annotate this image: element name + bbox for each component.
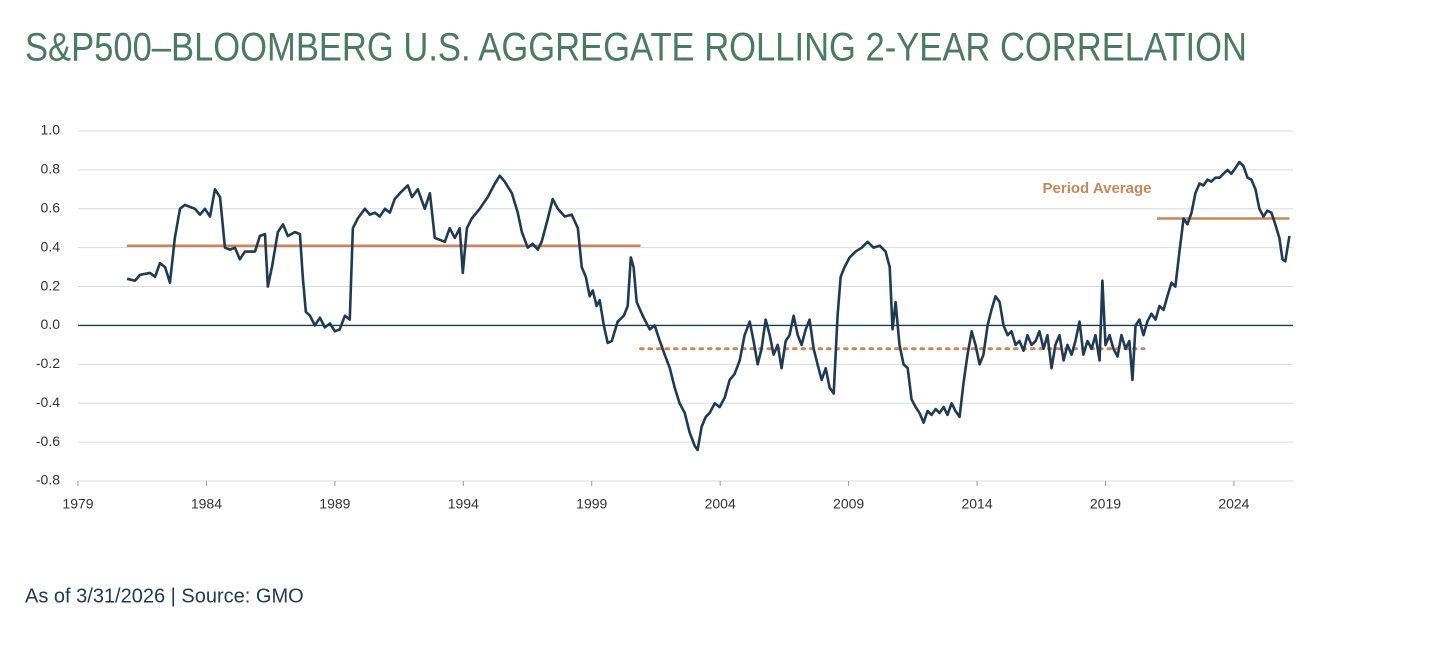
- x-tick-label: 1994: [448, 496, 479, 512]
- y-tick-label: -0.4: [36, 394, 60, 410]
- footnote: As of 3/31/2026 | Source: GMO: [25, 585, 304, 607]
- annotation: Period Average: [1043, 180, 1152, 197]
- y-tick-label: 0.2: [41, 277, 61, 293]
- x-tick-label: 1989: [319, 496, 350, 512]
- x-tick-label: 2014: [961, 496, 992, 512]
- y-tick-label: 1.0: [41, 122, 61, 138]
- y-tick-label: 0.4: [41, 238, 61, 254]
- x-tick-label: 1999: [576, 496, 607, 512]
- x-tick-label: 2024: [1218, 496, 1249, 512]
- y-tick-label: -0.8: [36, 472, 60, 488]
- y-tick-label: 0.6: [41, 199, 61, 215]
- x-tick-label: 2019: [1090, 496, 1121, 512]
- y-tick-label: -0.2: [36, 355, 60, 371]
- y-tick-label: 0.0: [41, 316, 61, 332]
- x-tick-label: 2009: [833, 496, 864, 512]
- x-tick-label: 1984: [191, 496, 222, 512]
- y-tick-label: -0.6: [36, 433, 60, 449]
- data-line: [126, 160, 1291, 452]
- x-tick-label: 2004: [705, 496, 736, 512]
- y-tick-label: 0.8: [41, 161, 61, 177]
- x-tick-label: 1979: [62, 496, 93, 512]
- chart-title: S&P500–BLOOMBERG U.S. AGGREGATE ROLLING …: [25, 26, 1247, 70]
